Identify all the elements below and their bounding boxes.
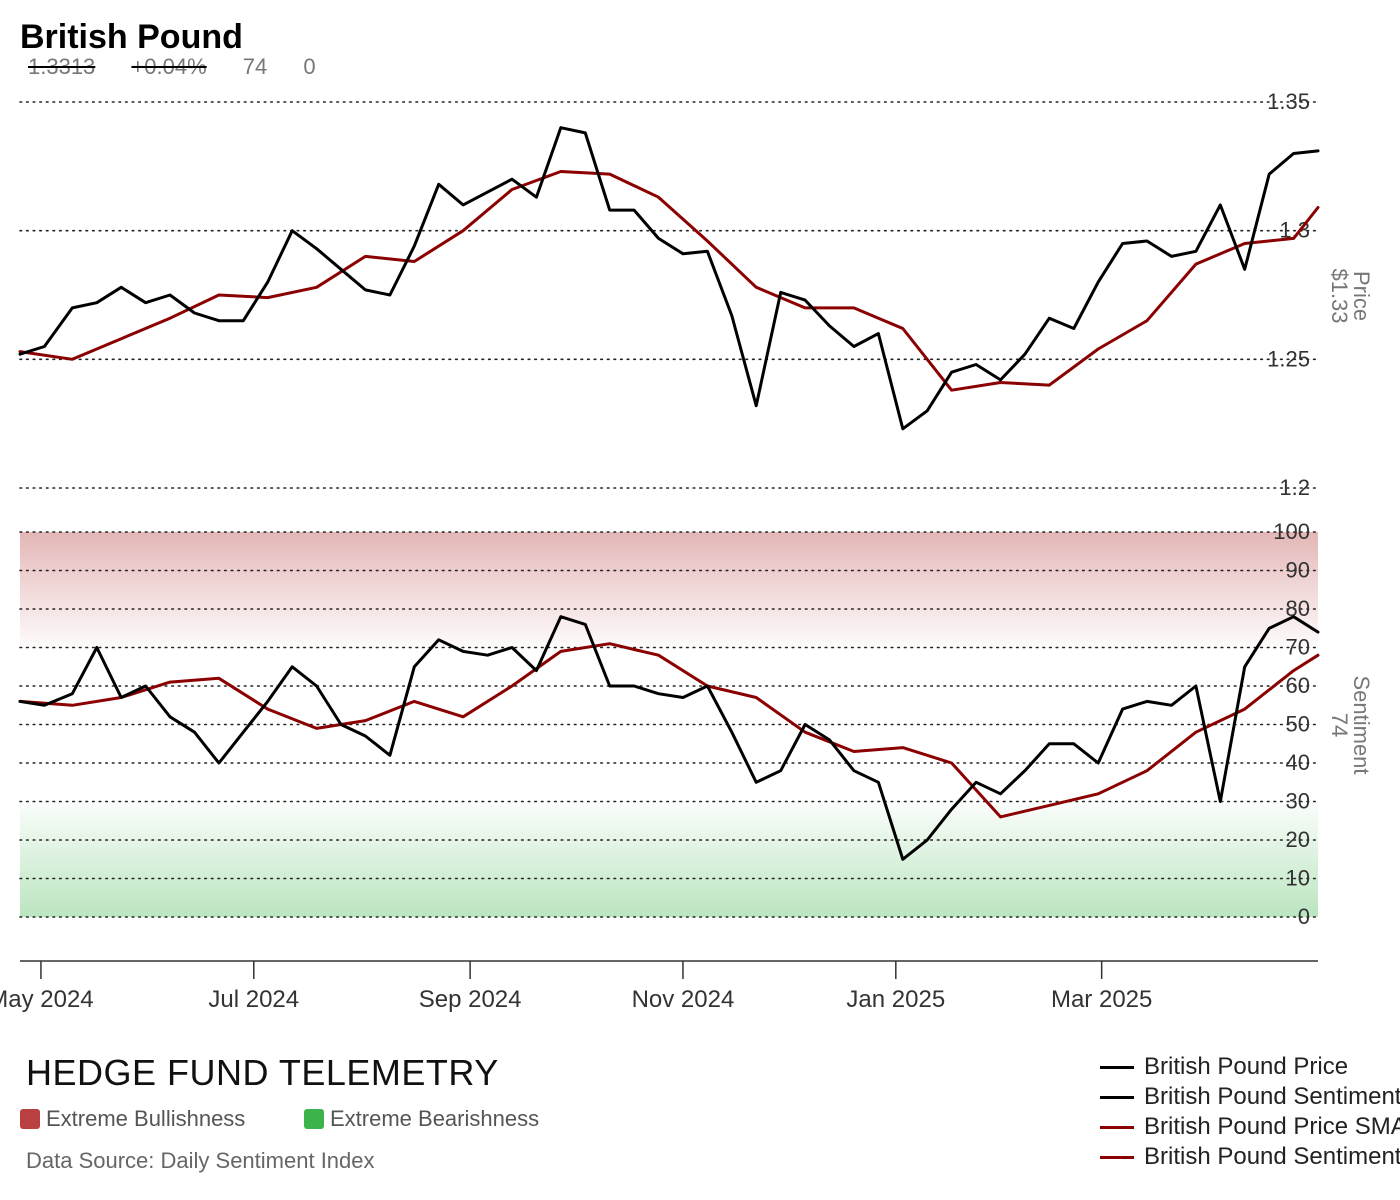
sentiment-tick-label: 10 xyxy=(1286,866,1310,891)
bullish-swatch xyxy=(20,1109,40,1129)
extreme-bullish-band xyxy=(20,532,1318,648)
price-tick-label: 1.35 xyxy=(1267,89,1310,114)
x-tick-label: Nov 2024 xyxy=(632,986,735,1013)
sentiment-tick-label: 20 xyxy=(1286,827,1310,852)
legend-item-sentiment-sma[interactable]: British Pound Sentiment SMA xyxy=(1100,1142,1400,1172)
legend-line xyxy=(1100,1065,1134,1069)
legend-label: British Pound Price xyxy=(1144,1053,1349,1080)
bullish-label: Extreme Bullishness xyxy=(46,1106,246,1131)
last-price: 1.3313 xyxy=(28,54,96,79)
sentiment-tick-label: 90 xyxy=(1286,558,1310,583)
x-tick-label: Jan 2025 xyxy=(846,986,945,1013)
price-axis-title: Price$1.33 xyxy=(1327,268,1374,323)
chart-title: British Pound xyxy=(20,18,243,56)
x-tick-label: May 2024 xyxy=(0,986,94,1013)
sentiment-sma-line xyxy=(18,642,1320,819)
price-stats: 1.3313 +0.04% 74 0 xyxy=(28,54,346,80)
legend-item-sentiment[interactable]: British Pound Sentiment xyxy=(1100,1082,1400,1112)
sentiment-axis-name: Sentiment xyxy=(1349,675,1374,774)
zone-legend-bearish: Extreme Bearishness xyxy=(304,1106,539,1132)
sentiment-tick-label: 40 xyxy=(1286,750,1310,775)
sentiment-tick-label: 30 xyxy=(1286,789,1310,814)
bearish-label: Extreme Bearishness xyxy=(330,1106,540,1131)
price-sma-line xyxy=(18,170,1320,392)
price-axis-value: $1.33 xyxy=(1327,268,1352,323)
sentiment-reading: 74 xyxy=(242,54,268,79)
price-tick-label: 1.2 xyxy=(1279,475,1310,500)
sentiment-tick-label: 50 xyxy=(1286,712,1310,737)
sentiment-tick-label: 60 xyxy=(1286,673,1310,698)
extreme-bearish-band xyxy=(20,801,1318,917)
legend-item-price-sma[interactable]: British Pound Price SMA xyxy=(1100,1112,1400,1142)
data-source: Data Source: Daily Sentiment Index xyxy=(26,1148,375,1173)
legend-label: British Pound Sentiment xyxy=(1144,1083,1400,1110)
bearish-swatch xyxy=(304,1109,324,1129)
sentiment-line xyxy=(18,615,1320,861)
x-tick-label: Mar 2025 xyxy=(1051,986,1152,1013)
legend-label: British Pound Sentiment SMA xyxy=(1144,1143,1400,1170)
legend-line xyxy=(1100,1095,1134,1099)
legend-line xyxy=(1100,1125,1134,1129)
price-axis-name: Price xyxy=(1349,271,1374,321)
x-tick-label: Jul 2024 xyxy=(208,986,299,1013)
legend-label: British Pound Price SMA xyxy=(1144,1113,1400,1140)
sentiment-tick-label: 70 xyxy=(1286,635,1310,660)
x-tick-label: Sep 2024 xyxy=(419,986,522,1013)
price-line xyxy=(18,126,1320,431)
series-legend: British Pound Price British Pound Sentim… xyxy=(1100,1052,1400,1172)
sentiment-tick-label: 100 xyxy=(1273,519,1310,544)
sentiment-change: 0 xyxy=(303,54,316,79)
legend-line xyxy=(1100,1155,1134,1159)
price-tick-label: 1.25 xyxy=(1267,346,1310,371)
sentiment-axis-value: 74 xyxy=(1327,713,1352,737)
zone-legend-bullish: Extreme Bullishness xyxy=(20,1106,245,1132)
sentiment-tick-label: 80 xyxy=(1286,596,1310,621)
sentiment-tick-label: 0 xyxy=(1298,904,1310,929)
chart-canvas: 1.351.31.251.21009080706050403020100Pric… xyxy=(0,89,1374,1013)
brand-title: HEDGE FUND TELEMETRY xyxy=(26,1052,499,1093)
percent-change: +0.04% xyxy=(131,54,207,79)
legend-item-price[interactable]: British Pound Price xyxy=(1100,1052,1400,1082)
